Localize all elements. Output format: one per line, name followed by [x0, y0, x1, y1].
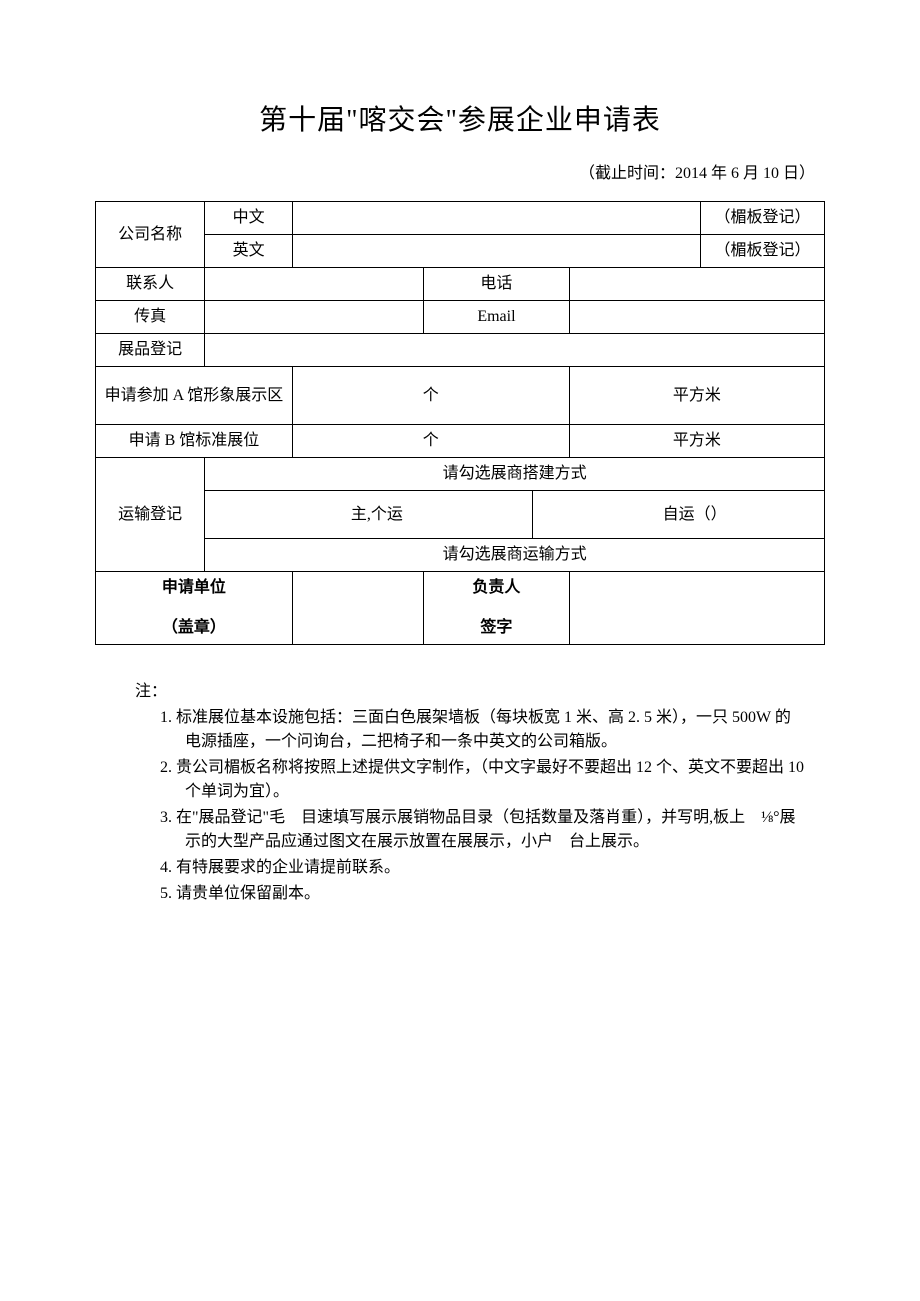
phone-label: 电话: [424, 268, 570, 301]
fax-input[interactable]: [205, 301, 424, 334]
applicant-unit-label: 申请单位 （盖章）: [96, 572, 293, 645]
transport-method-prompt: 请勾选展商运输方式: [205, 539, 825, 572]
contact-label: 联系人: [96, 268, 205, 301]
applicant-stamp-area[interactable]: [292, 572, 423, 645]
note-item: 4. 有特展要求的企业请提前联系。: [160, 856, 805, 880]
page-title: 第十届"喀交会"参展企业申请表: [95, 100, 825, 142]
hall-a-label: 申请参加 A 馆形象展示区: [96, 367, 293, 425]
company-chinese-input[interactable]: [292, 202, 700, 235]
email-label: Email: [424, 301, 570, 334]
transport-label: 运输登记: [96, 458, 205, 572]
notes-section: 注： 1. 标准展位基本设施包括：三面白色展架墙板（每块板宽 1 米、高 2. …: [95, 680, 825, 906]
english-label: 英文: [205, 235, 292, 268]
note-item: 2. 贵公司楣板名称将按照上述提供文字制作，（中文字最好不要超出 12 个、英文…: [160, 756, 805, 804]
responsible-person-label: 负责人 签字: [424, 572, 570, 645]
signature-area[interactable]: [569, 572, 824, 645]
note-item: 5. 请贵单位保留副本。: [160, 882, 805, 906]
note-item: 1. 标准展位基本设施包括：三面白色展架墙板（每块板宽 1 米、高 2. 5 米…: [160, 706, 805, 754]
hall-a-area-input[interactable]: 平方米: [569, 367, 824, 425]
chinese-label: 中文: [205, 202, 292, 235]
exhibit-reg-label: 展品登记: [96, 334, 205, 367]
email-input[interactable]: [569, 301, 824, 334]
build-method-prompt: 请勾选展商搭建方式: [205, 458, 825, 491]
exhibit-reg-input[interactable]: [205, 334, 825, 367]
transport-opt2[interactable]: 自运（）: [533, 491, 825, 539]
hall-a-count-input[interactable]: 个: [292, 367, 569, 425]
notes-header: 注：: [135, 680, 805, 704]
transport-opt1[interactable]: 主,个运: [205, 491, 533, 539]
deadline-text: （截止时间：2014 年 6 月 10 日）: [95, 162, 825, 186]
contact-input[interactable]: [205, 268, 424, 301]
application-table: 公司名称 中文 （楣板登记） 英文 （楣板登记） 联系人 电话 传真 Email…: [95, 201, 825, 645]
hall-b-count-input[interactable]: 个: [292, 425, 569, 458]
note-item: 3. 在"展品登记"毛 目速填写展示展销物品目录（包括数量及落肖重），并写明,板…: [160, 806, 805, 854]
fax-label: 传真: [96, 301, 205, 334]
board-reg-en: （楣板登记）: [701, 235, 825, 268]
hall-b-label: 申请 B 馆标准展位: [96, 425, 293, 458]
company-name-label: 公司名称: [96, 202, 205, 268]
company-english-input[interactable]: [292, 235, 700, 268]
hall-b-area-input[interactable]: 平方米: [569, 425, 824, 458]
notes-list: 1. 标准展位基本设施包括：三面白色展架墙板（每块板宽 1 米、高 2. 5 米…: [135, 706, 805, 906]
board-reg-cn: （楣板登记）: [701, 202, 825, 235]
phone-input[interactable]: [569, 268, 824, 301]
